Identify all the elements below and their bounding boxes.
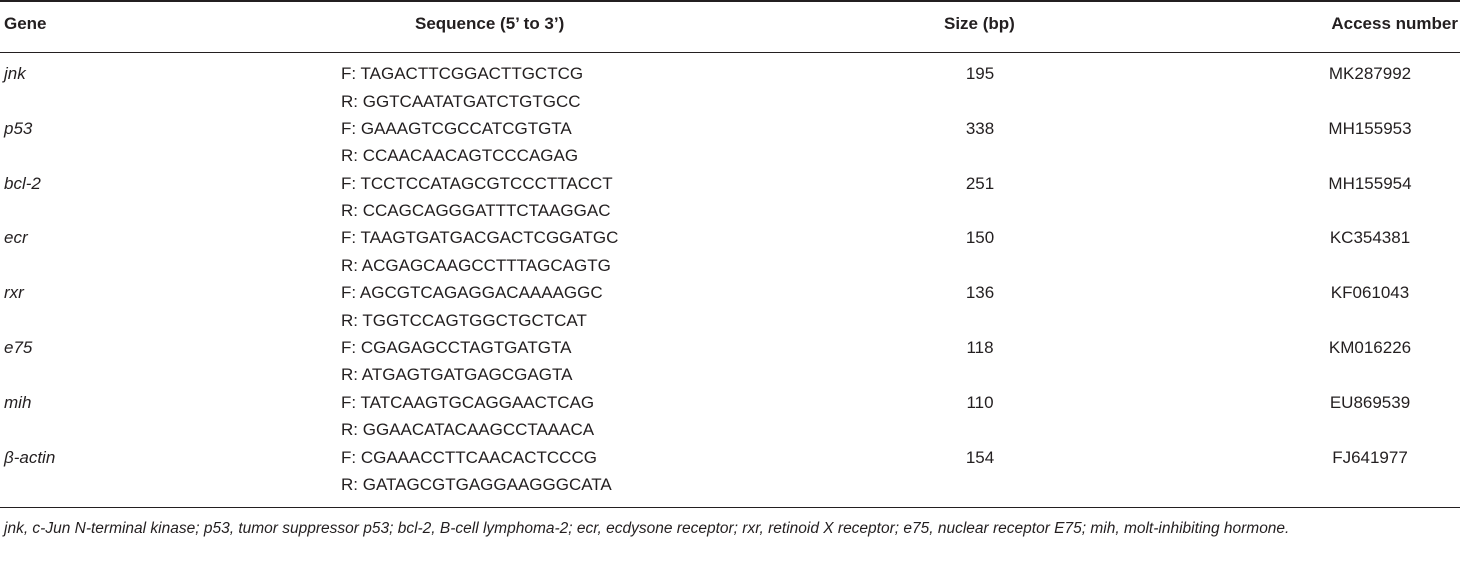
- gene-name: β-actin: [4, 447, 56, 467]
- access-number: MH155953: [1328, 118, 1412, 138]
- gene-name: rxr: [4, 283, 24, 303]
- access-number: MK287992: [1328, 64, 1412, 83]
- header-gene: Gene: [4, 14, 47, 33]
- table-row: rxr F: AGCGTCAGAGGACAAAAGGC R: TGGTCCAGT…: [0, 281, 1460, 336]
- table-header-rule: [0, 52, 1460, 53]
- table-body: jnk F: TAGACTTCGGACTTGCTCG R: GGTCAATATG…: [0, 62, 1460, 500]
- reverse-primer: R: GGAACATACAAGCCTAAACA: [341, 420, 595, 440]
- gene-name: ecr: [4, 228, 28, 248]
- reverse-primer: R: GATAGCGTGAGGAAGGGCATA: [341, 475, 612, 495]
- gene-name: jnk: [4, 64, 26, 83]
- primer-sequences: F: CGAGAGCCTAGTGATGTA R: ATGAGTGATGAGCGA…: [341, 334, 572, 389]
- access-number: KF061043: [1330, 283, 1410, 303]
- product-size: 154: [965, 447, 995, 467]
- forward-primer: F: TCCTCCATAGCGTCCCTTACCT: [341, 173, 613, 193]
- access-number: FJ641977: [1332, 447, 1408, 467]
- forward-primer: F: TAGACTTCGGACTTGCTCG: [341, 64, 584, 83]
- reverse-primer: R: CCAGCAGGGATTTCTAAGGAC: [341, 201, 611, 221]
- table-row: mih F: TATCAAGTGCAGGAACTCAG R: GGAACATAC…: [0, 391, 1460, 446]
- gene-name: e75: [4, 337, 33, 357]
- table-row: e75 F: CGAGAGCCTAGTGATGTA R: ATGAGTGATGA…: [0, 336, 1460, 391]
- primer-sequences: F: CGAAACCTTCAACACTCCCG R: GATAGCGTGAGGA…: [341, 444, 612, 499]
- forward-primer: F: CGAGAGCCTAGTGATGTA: [341, 337, 572, 357]
- table-header-row: Gene Sequence (5’ to 3’) Size (bp) Acces…: [0, 14, 1460, 42]
- table-bottom-rule: [0, 507, 1460, 508]
- product-size: 136: [965, 283, 995, 303]
- reverse-primer: R: ATGAGTGATGAGCGAGTA: [341, 365, 573, 385]
- product-size: 150: [965, 228, 995, 248]
- forward-primer: F: CGAAACCTTCAACACTCCCG: [341, 447, 597, 467]
- table-row: β-actin F: CGAAACCTTCAACACTCCCG R: GATAG…: [0, 446, 1460, 501]
- product-size: 118: [966, 337, 994, 357]
- primer-sequences: F: TAGACTTCGGACTTGCTCG R: GGTCAATATGATCT…: [341, 60, 583, 115]
- table-row: bcl-2 F: TCCTCCATAGCGTCCCTTACCT R: CCAGC…: [0, 172, 1460, 227]
- access-number: EU869539: [1329, 392, 1411, 412]
- header-size: Size (bp): [944, 14, 1015, 33]
- forward-primer: F: TATCAAGTGCAGGAACTCAG: [341, 392, 595, 412]
- primer-sequences: F: AGCGTCAGAGGACAAAAGGC R: TGGTCCAGTGGCT…: [341, 279, 603, 334]
- gene-name: bcl-2: [4, 173, 41, 193]
- reverse-primer: R: CCAACAACAGTCCCAGAG: [341, 146, 579, 166]
- table-top-rule: [0, 0, 1460, 2]
- reverse-primer: R: ACGAGCAAGCCTTTAGCAGTG: [341, 255, 611, 275]
- primer-sequences: F: TAAGTGATGACGACTCGGATGC R: ACGAGCAAGCC…: [341, 224, 618, 279]
- reverse-primer: R: GGTCAATATGATCTGTGCC: [341, 91, 581, 111]
- header-access-number: Access number: [1331, 14, 1458, 33]
- reverse-primer: R: TGGTCCAGTGGCTGCTCAT: [341, 310, 587, 330]
- forward-primer: F: GAAAGTCGCCATCGTGTA: [341, 118, 572, 138]
- table-row: jnk F: TAGACTTCGGACTTGCTCG R: GGTCAATATG…: [0, 62, 1460, 117]
- forward-primer: F: AGCGTCAGAGGACAAAAGGC: [341, 283, 603, 303]
- access-number: MH155954: [1328, 173, 1412, 193]
- table-footnote: jnk, c-Jun N-terminal kinase; p53, tumor…: [4, 520, 1290, 537]
- product-size: 251: [965, 173, 995, 193]
- product-size: 110: [966, 392, 994, 412]
- header-sequence: Sequence (5’ to 3’): [415, 14, 565, 33]
- table-row: p53 F: GAAAGTCGCCATCGTGTA R: CCAACAACAGT…: [0, 117, 1460, 172]
- primer-sequences: F: GAAAGTCGCCATCGTGTA R: CCAACAACAGTCCCA…: [341, 115, 578, 170]
- table-row: ecr F: TAAGTGATGACGACTCGGATGC R: ACGAGCA…: [0, 226, 1460, 281]
- forward-primer: F: TAAGTGATGACGACTCGGATGC: [341, 228, 619, 248]
- primer-sequences: F: TATCAAGTGCAGGAACTCAG R: GGAACATACAAGC…: [341, 389, 594, 444]
- gene-name: p53: [4, 118, 33, 138]
- gene-name: mih: [4, 392, 32, 412]
- primer-sequences: F: TCCTCCATAGCGTCCCTTACCT R: CCAGCAGGGAT…: [341, 170, 613, 225]
- access-number: KC354381: [1329, 228, 1411, 248]
- product-size: 338: [965, 118, 995, 138]
- access-number: KM016226: [1328, 337, 1412, 357]
- product-size: 195: [965, 64, 995, 83]
